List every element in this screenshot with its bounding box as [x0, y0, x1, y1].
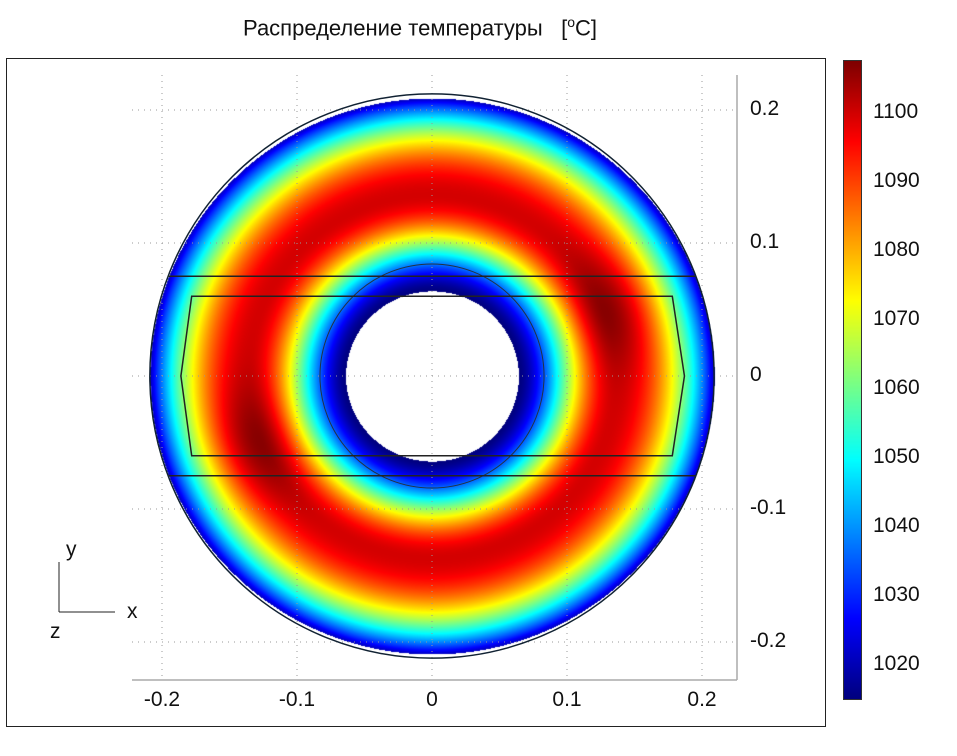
- colorbar-tick-label: 1040: [873, 514, 920, 538]
- unit-degree: o: [567, 14, 575, 30]
- colorbar-tick-label: 1090: [873, 169, 920, 193]
- y-tick-label: -0.2: [750, 629, 787, 652]
- ring-boundary: [319, 263, 545, 489]
- y-tick-label: 0.1: [750, 230, 780, 253]
- unit-prefix: [: [561, 15, 568, 41]
- colorbar: [843, 60, 862, 700]
- colorbar-tick-label: 1020: [873, 652, 920, 676]
- triad-x-label: x: [127, 600, 138, 623]
- chart-title: Распределение температуры [oC]: [0, 14, 840, 41]
- colorbar-tick-label: 1030: [873, 583, 920, 607]
- x-tick-label: 0.1: [552, 688, 582, 711]
- y-tick-label: 0.2: [750, 97, 780, 120]
- heating-zone-outline: [180, 295, 686, 457]
- colorbar-tick-label: 1060: [873, 376, 920, 400]
- temperature-heatmap: [0, 0, 830, 730]
- colorbar-tick-label: 1080: [873, 238, 920, 262]
- x-tick-label: -0.2: [143, 688, 181, 711]
- colorbar-tick-label: 1100: [873, 100, 919, 124]
- colorbar-tick-label: 1070: [873, 307, 920, 331]
- unit-suffix: C]: [575, 15, 597, 41]
- x-tick-label: 0: [426, 688, 438, 711]
- y-tick-label: -0.1: [750, 496, 787, 519]
- triad-y-label: y: [66, 538, 77, 561]
- y-tick-label: 0: [750, 363, 762, 386]
- x-tick-label: 0.2: [687, 688, 717, 711]
- x-tick-label: -0.1: [278, 688, 316, 711]
- title-text: Распределение температуры: [243, 15, 543, 41]
- triad-z-label: z: [50, 620, 61, 643]
- colorbar-tick-label: 1050: [873, 445, 920, 469]
- outer-boundary: [149, 93, 715, 659]
